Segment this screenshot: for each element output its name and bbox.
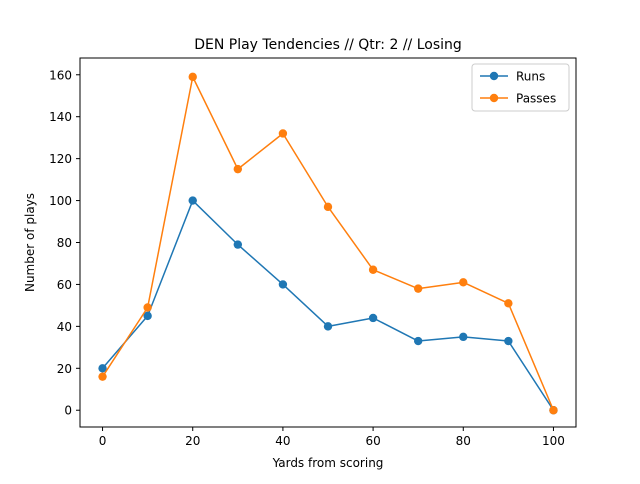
data-point-passes xyxy=(143,303,152,312)
data-point-passes xyxy=(188,72,197,82)
data-point-runs xyxy=(98,364,107,373)
data-point-runs xyxy=(413,336,423,346)
data-point-passes xyxy=(323,202,333,212)
x-tick-label: 20 xyxy=(185,434,200,448)
y-tick-label: 40 xyxy=(57,320,72,334)
data-point-runs xyxy=(278,280,288,289)
series-passes xyxy=(98,72,558,415)
legend-label-passes: Passes xyxy=(516,92,556,106)
y-tick-label: 140 xyxy=(49,110,72,124)
chart-title: DEN Play Tendencies // Qtr: 2 // Losing xyxy=(194,37,462,53)
x-tick-label: 0 xyxy=(99,434,107,448)
data-point-passes xyxy=(368,265,378,274)
data-point-runs xyxy=(143,311,152,321)
x-axis-label: Yards from scoring xyxy=(272,456,384,470)
data-point-passes xyxy=(549,406,558,415)
y-axis: 0 20 40 60 80 100 120 140 160 xyxy=(49,68,80,418)
data-point-runs xyxy=(233,240,243,249)
y-tick-label: 100 xyxy=(49,194,72,208)
x-tick-label: 80 xyxy=(456,434,471,448)
legend: Runs Passes xyxy=(471,63,570,112)
data-point-passes xyxy=(504,299,513,308)
data-point-runs xyxy=(188,196,197,205)
y-tick-label: 0 xyxy=(64,404,72,418)
y-tick-label: 20 xyxy=(57,362,72,376)
y-tick-label: 120 xyxy=(49,152,72,166)
legend-label-runs: Runs xyxy=(516,70,545,84)
data-point-runs xyxy=(368,313,378,323)
x-tick-label: 100 xyxy=(542,434,565,448)
y-axis-label: Number of plays xyxy=(23,193,37,292)
legend-marker-runs xyxy=(489,71,499,81)
data-point-passes xyxy=(459,278,468,287)
legend-marker-passes xyxy=(489,93,499,103)
data-point-passes xyxy=(98,372,107,381)
y-tick-label: 60 xyxy=(57,278,72,292)
data-point-passes xyxy=(278,129,288,138)
x-axis: 0 20 40 60 80 100 xyxy=(99,427,565,448)
y-tick-label: 160 xyxy=(49,68,72,82)
data-point-runs xyxy=(323,322,333,331)
data-point-runs xyxy=(459,332,468,342)
x-tick-label: 60 xyxy=(365,434,380,448)
data-point-runs xyxy=(504,336,513,346)
plot-area xyxy=(98,72,558,415)
data-point-passes xyxy=(413,284,423,293)
data-point-passes xyxy=(233,164,243,174)
y-tick-label: 80 xyxy=(57,236,72,250)
series-runs xyxy=(98,196,558,415)
x-tick-label: 40 xyxy=(275,434,290,448)
